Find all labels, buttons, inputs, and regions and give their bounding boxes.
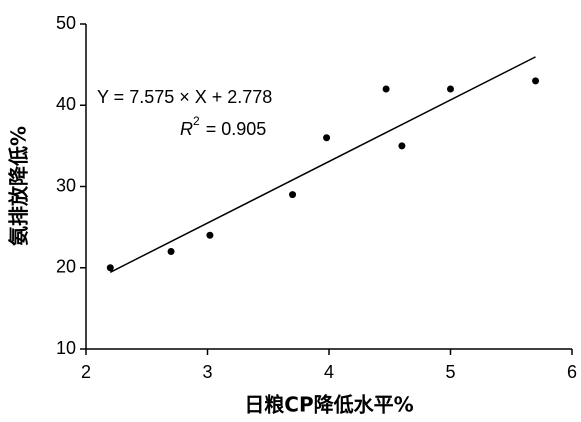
x-axis-title: 日粮CP降低水平% <box>244 393 413 417</box>
point <box>206 231 214 239</box>
point <box>398 142 406 150</box>
y-tick-label: 20 <box>56 257 76 277</box>
y-axis-title: 氨排放降低% <box>7 126 31 246</box>
r-squared: R2 = 0.905 <box>180 114 266 139</box>
point <box>532 77 540 85</box>
y-tick-label: 40 <box>56 94 76 114</box>
x-tick-label: 2 <box>81 362 91 382</box>
point <box>382 85 390 93</box>
y-tick-label: 10 <box>56 338 76 358</box>
y-tick-label: 50 <box>56 13 76 33</box>
x-tick-label: 3 <box>202 362 212 382</box>
x-tick-label: 6 <box>567 362 577 382</box>
point <box>289 191 297 199</box>
y-tick-label: 30 <box>56 175 76 195</box>
point <box>167 248 175 255</box>
r-text: = 0.905 <box>206 119 267 139</box>
r-symbol: R <box>180 119 193 139</box>
fit-equation: Y = 7.575 × X + 2.778 <box>97 87 272 107</box>
x-tick-label: 5 <box>445 362 455 382</box>
x-tick-label: 4 <box>324 362 334 382</box>
fit-line <box>109 56 536 273</box>
point <box>323 134 331 142</box>
point <box>447 85 454 93</box>
point <box>106 264 114 272</box>
r-power: 2 <box>193 114 200 128</box>
